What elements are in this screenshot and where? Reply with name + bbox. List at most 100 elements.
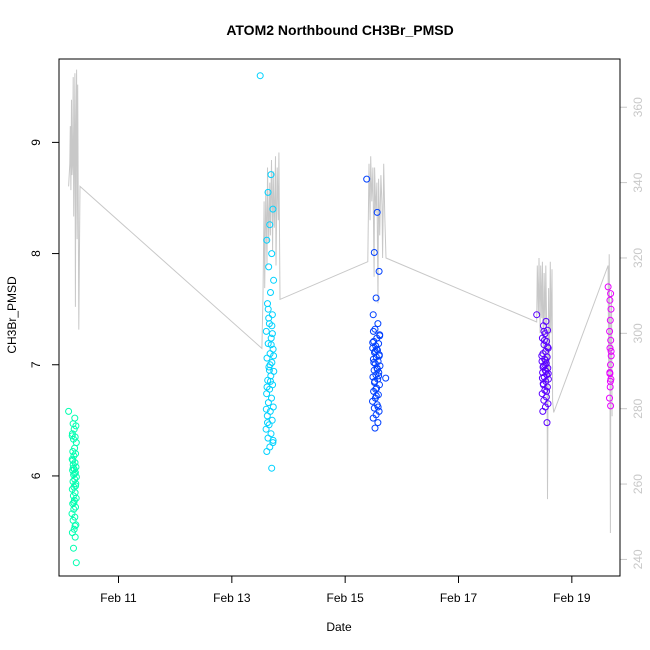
data-point xyxy=(70,452,78,460)
y-tick-label: 9 xyxy=(29,139,43,146)
data-point xyxy=(541,361,549,369)
data-point xyxy=(72,482,80,490)
data-point xyxy=(65,407,73,415)
data-point xyxy=(538,374,546,382)
line-series xyxy=(68,69,613,534)
chart-title: ATOM2 Northbound CH3Br_PMSD xyxy=(226,22,453,38)
data-point xyxy=(264,399,272,407)
data-point xyxy=(369,414,377,422)
data-point xyxy=(375,352,383,360)
data-point xyxy=(370,249,378,256)
data-point xyxy=(607,402,615,410)
y2-tick-label: 280 xyxy=(631,398,645,418)
data-point xyxy=(374,419,382,427)
data-point xyxy=(68,432,76,440)
data-point xyxy=(263,448,271,455)
data-point xyxy=(544,370,552,378)
data-point xyxy=(382,374,390,382)
data-point xyxy=(266,221,274,229)
data-point xyxy=(540,327,548,335)
y-tick-label: 6 xyxy=(29,472,43,479)
data-point xyxy=(607,290,615,298)
data-point xyxy=(70,525,78,533)
x-axis-label: Date xyxy=(326,620,352,634)
plot-frame xyxy=(58,58,621,577)
data-point xyxy=(264,188,272,196)
data-point xyxy=(533,311,541,319)
data-point xyxy=(72,422,80,430)
data-point xyxy=(539,381,547,389)
data-point xyxy=(606,327,614,335)
data-point xyxy=(268,464,276,472)
data-point xyxy=(270,352,278,360)
data-point xyxy=(540,341,548,349)
data-point xyxy=(606,394,613,402)
data-point xyxy=(606,344,614,352)
data-point xyxy=(371,379,378,386)
data-point xyxy=(256,72,264,80)
data-point xyxy=(263,390,271,398)
data-point xyxy=(538,334,546,342)
data-point xyxy=(72,450,80,458)
x-tick-label: Feb 13 xyxy=(213,591,251,605)
data-point xyxy=(540,336,548,344)
x-tick-label: Feb 11 xyxy=(100,591,137,605)
data-point xyxy=(372,392,380,400)
data-point xyxy=(72,521,80,529)
data-point xyxy=(262,405,270,413)
data-point xyxy=(370,359,378,366)
data-point xyxy=(538,352,546,360)
data-point xyxy=(372,385,380,393)
data-point xyxy=(606,296,614,304)
y2-tick-label: 260 xyxy=(631,474,645,494)
data-point xyxy=(262,327,270,335)
data-point xyxy=(269,436,277,444)
y-axis-label: CH3Br_PMSD xyxy=(5,276,19,354)
data-point xyxy=(544,343,552,351)
data-point xyxy=(267,377,274,385)
data-point xyxy=(371,347,379,355)
data-point xyxy=(372,294,380,302)
data-point xyxy=(539,363,547,371)
data-point xyxy=(72,480,80,488)
data-point xyxy=(606,370,614,378)
data-point xyxy=(369,327,377,335)
data-point xyxy=(71,513,79,521)
data-point xyxy=(543,419,551,427)
data-point xyxy=(270,276,278,284)
data-point xyxy=(263,354,271,362)
data-point xyxy=(369,397,376,405)
x-tick-label: Feb 15 xyxy=(326,591,364,605)
y2-tick-label: 360 xyxy=(631,97,645,117)
data-point xyxy=(267,341,275,349)
data-point xyxy=(374,320,382,328)
data-point xyxy=(604,283,612,291)
data-point xyxy=(71,414,79,422)
data-point xyxy=(370,404,378,412)
data-point xyxy=(70,544,77,552)
data-point xyxy=(265,314,273,322)
data-point xyxy=(69,456,77,464)
data-point xyxy=(374,365,381,373)
data-point xyxy=(268,322,276,330)
data-point xyxy=(607,352,615,360)
data-point xyxy=(540,396,548,404)
data-point xyxy=(369,339,377,346)
y2-tick-label: 300 xyxy=(631,323,645,343)
x-tick-label: Feb 19 xyxy=(553,591,591,605)
data-point xyxy=(606,377,614,385)
data-point xyxy=(542,356,550,364)
data-point xyxy=(264,419,271,427)
data-point xyxy=(607,347,615,355)
data-point xyxy=(267,334,275,342)
data-point xyxy=(375,372,383,380)
data-point xyxy=(262,425,270,433)
data-point xyxy=(264,305,272,313)
data-point xyxy=(269,205,277,213)
data-point xyxy=(607,361,614,369)
data-point xyxy=(539,407,547,415)
data-point xyxy=(70,499,78,507)
data-point xyxy=(606,316,614,324)
data-point xyxy=(71,522,79,530)
data-point xyxy=(263,412,271,420)
